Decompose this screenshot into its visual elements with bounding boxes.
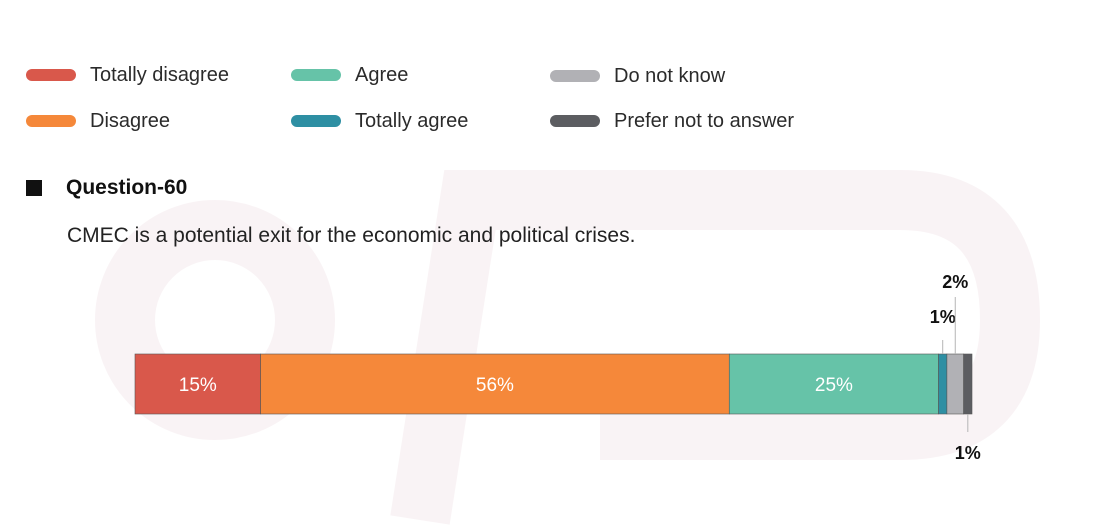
legend: Totally disagree Disagree Agree Totally … [26,60,846,140]
bullet-square-icon [26,180,42,196]
bar-segment-disagree [260,353,730,415]
legend-swatch [26,115,76,127]
legend-swatch [291,69,341,81]
data-label-totally-disagree: 15% [179,375,217,396]
bar-segment-do-not-know [946,353,964,415]
legend-swatch [291,115,341,127]
question-title: Question-60 [66,176,188,199]
data-label-do-not-know: 2% [942,272,968,292]
legend-swatch [26,69,76,81]
legend-item-totally-disagree: Totally disagree [26,60,229,90]
legend-item-prefer-not-to-answer: Prefer not to answer [550,106,794,136]
legend-swatch [550,70,600,82]
legend-item-do-not-know: Do not know [550,61,725,91]
legend-label: Totally disagree [90,63,229,86]
legend-label: Agree [355,63,409,86]
legend-label: Do not know [614,64,726,87]
bar-segment-agree [728,353,939,415]
legend-label: Totally agree [355,109,469,132]
legend-item-disagree: Disagree [26,106,170,136]
bar-segment-totally-disagree [134,353,261,415]
bar-segment-prefer-not-to-answer [963,353,973,415]
question-text: CMEC is a potential exit for the economi… [67,224,636,247]
data-label-totally-agree: 1% [930,307,956,327]
data-label-agree: 25% [815,375,853,396]
legend-label: Disagree [90,109,171,132]
data-label-disagree: 56% [476,375,514,396]
data-label-prefer-not-to-answer: 1% [955,443,981,463]
legend-swatch [550,115,600,127]
bar-segment-totally-agree [938,353,948,415]
legend-item-agree: Agree [291,60,408,90]
legend-label: Prefer not to answer [614,109,795,132]
legend-item-totally-agree: Totally agree [291,106,468,136]
question-heading: Question-60 [26,176,187,200]
